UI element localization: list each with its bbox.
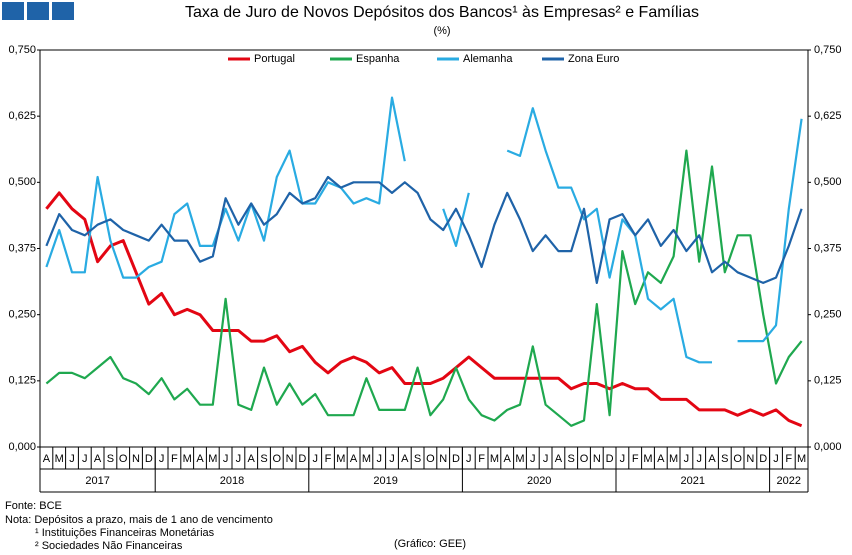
credit: (Gráfico: GEE)	[394, 538, 466, 550]
logo-block	[52, 2, 74, 20]
x-tick-label: J	[773, 453, 779, 465]
x-tick-label: J	[696, 453, 702, 465]
y2-tick-label: 0,250	[814, 309, 842, 321]
legend-label: Portugal	[254, 53, 295, 65]
x-tick-label: O	[733, 453, 742, 465]
x-tick-label: J	[466, 453, 472, 465]
x-tick-label: A	[708, 453, 716, 465]
x-tick-label: F	[171, 453, 178, 465]
y-tick-label: 0,250	[8, 309, 36, 321]
x-tick-label: D	[298, 453, 306, 465]
x-tick-label: S	[260, 453, 267, 465]
x-tick-label: A	[657, 453, 665, 465]
x-tick-label: J	[223, 453, 229, 465]
x-tick-label: A	[401, 453, 409, 465]
chart-title: Taxa de Juro de Novos Depósitos dos Banc…	[185, 4, 699, 21]
x-tick-label: M	[515, 453, 524, 465]
x-tick-label: N	[746, 453, 754, 465]
y2-tick-label: 0,000	[814, 441, 842, 453]
x-tick-label: J	[530, 453, 536, 465]
x-tick-label: M	[490, 453, 499, 465]
y-tick-label: 0,500	[8, 176, 36, 188]
logo-block	[27, 2, 49, 20]
x-tick-label: M	[362, 453, 371, 465]
x-tick-label: N	[286, 453, 294, 465]
y-tick-label: 0,375	[8, 242, 36, 254]
x-tick-label: J	[159, 453, 165, 465]
x-tick-label: S	[107, 453, 114, 465]
x-tick-label: S	[721, 453, 728, 465]
note: ¹ Instituições Financeiras Monetárias	[35, 527, 215, 539]
year-label: 2017	[85, 475, 109, 487]
note: Fonte: BCE	[5, 500, 62, 512]
x-tick-label: A	[94, 453, 102, 465]
legend-label: Espanha	[356, 53, 400, 65]
x-tick-label: J	[376, 453, 382, 465]
series-line	[45, 175, 803, 284]
x-tick-label: N	[132, 453, 140, 465]
x-tick-label: J	[620, 453, 626, 465]
y2-tick-label: 0,375	[814, 242, 842, 254]
x-tick-label: J	[312, 453, 318, 465]
series-line	[45, 96, 803, 364]
legend-label: Zona Euro	[568, 53, 619, 65]
x-tick-label: J	[82, 453, 88, 465]
y2-tick-label: 0,125	[814, 375, 842, 387]
x-tick-label: J	[69, 453, 75, 465]
x-tick-label: A	[196, 453, 204, 465]
legend-label: Alemanha	[463, 53, 513, 65]
x-tick-label: O	[426, 453, 435, 465]
x-tick-label: A	[555, 453, 563, 465]
y2-tick-label: 0,750	[814, 44, 842, 56]
x-tick-label: S	[568, 453, 575, 465]
note: ² Sociedades Não Financeiras	[35, 540, 183, 552]
x-tick-label: A	[248, 453, 256, 465]
series-line	[45, 149, 803, 427]
x-tick-label: M	[797, 453, 806, 465]
year-label: 2020	[527, 475, 551, 487]
x-tick-label: M	[336, 453, 345, 465]
x-tick-label: N	[439, 453, 447, 465]
x-tick-label: S	[414, 453, 421, 465]
x-tick-label: F	[325, 453, 332, 465]
y2-tick-label: 0,625	[814, 110, 842, 122]
x-tick-label: F	[632, 453, 639, 465]
x-tick-label: D	[759, 453, 767, 465]
year-label: 2019	[373, 475, 397, 487]
x-tick-label: J	[389, 453, 395, 465]
y-tick-label: 0,625	[8, 110, 36, 122]
x-tick-label: J	[543, 453, 549, 465]
x-tick-label: J	[684, 453, 690, 465]
y-tick-label: 0,000	[8, 441, 36, 453]
year-label: 2018	[220, 475, 244, 487]
x-tick-label: D	[606, 453, 614, 465]
chart-subtitle: (%)	[433, 25, 450, 37]
logo-block	[2, 2, 24, 20]
x-tick-label: J	[236, 453, 242, 465]
year-label: 2022	[777, 475, 801, 487]
y2-tick-label: 0,500	[814, 176, 842, 188]
x-tick-label: O	[580, 453, 589, 465]
x-tick-label: A	[504, 453, 512, 465]
note: Nota: Depósitos a prazo, mais de 1 ano d…	[5, 514, 273, 526]
y-tick-label: 0,125	[8, 375, 36, 387]
x-tick-label: M	[669, 453, 678, 465]
x-tick-label: O	[119, 453, 128, 465]
x-tick-label: F	[478, 453, 485, 465]
x-tick-label: F	[785, 453, 792, 465]
x-tick-label: A	[350, 453, 358, 465]
year-label: 2021	[681, 475, 705, 487]
x-tick-label: M	[643, 453, 652, 465]
x-tick-label: M	[208, 453, 217, 465]
x-tick-label: N	[593, 453, 601, 465]
x-tick-label: D	[145, 453, 153, 465]
series-line	[45, 191, 803, 428]
x-tick-label: O	[273, 453, 282, 465]
x-tick-label: A	[43, 453, 51, 465]
x-tick-label: D	[452, 453, 460, 465]
y-tick-label: 0,750	[8, 44, 36, 56]
x-tick-label: M	[55, 453, 64, 465]
x-tick-label: M	[183, 453, 192, 465]
